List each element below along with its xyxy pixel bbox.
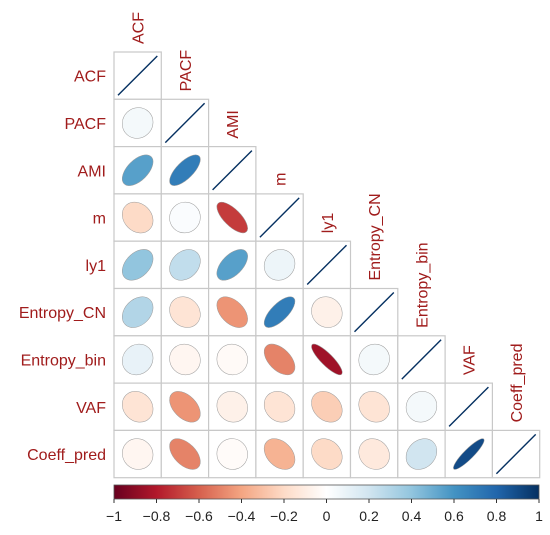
colorbar-tick-label: 1 xyxy=(535,508,543,524)
colorbar-tick-label: −0.2 xyxy=(270,508,298,524)
ellipse-Coeff_pred-AMI xyxy=(216,438,248,470)
ellipse-Entropy_CN-PACF xyxy=(169,296,201,328)
diag-mark-Entropy_bin xyxy=(401,339,442,380)
ellipse-ly1-m xyxy=(263,249,296,281)
ellipse-Coeff_pred-Entropy_bin xyxy=(405,438,438,470)
colorbar-tick-label: −0.4 xyxy=(228,508,256,524)
ellipse-Entropy_bin-ly1 xyxy=(311,343,343,376)
ellipse-Coeff_pred-Entropy_CN xyxy=(358,438,390,470)
ellipse-VAF-PACF xyxy=(169,391,201,423)
row-label-m: m xyxy=(93,211,106,228)
diag-mark-Coeff_pred xyxy=(495,433,537,475)
colorbar-tick-label: −1 xyxy=(106,508,122,524)
grid-cell-Coeff_pred-ly1 xyxy=(302,429,352,479)
row-label-Entropy_bin: Entropy_bin xyxy=(21,352,106,369)
colorbar-tick-label: −0.6 xyxy=(185,508,213,524)
ellipse-Coeff_pred-ly1 xyxy=(311,438,343,470)
ellipse-AMI-PACF xyxy=(169,154,201,186)
grid-cell-ly1-m xyxy=(255,240,304,290)
ellipse-VAF-Entropy_bin xyxy=(405,391,438,423)
ellipse-VAF-ly1 xyxy=(311,391,343,423)
ellipse-PACF-ACF xyxy=(122,107,154,139)
col-label-AMI: AMI xyxy=(225,110,242,138)
row-label-ly1: ly1 xyxy=(86,258,107,275)
col-label-ACF: ACF xyxy=(131,12,148,44)
ellipse-m-ACF xyxy=(122,201,154,234)
ellipse-m-PACF xyxy=(169,201,201,234)
col-label-Coeff_pred: Coeff_pred xyxy=(509,344,526,423)
col-label-m: m xyxy=(273,173,290,186)
ellipse-Entropy_bin-ACF xyxy=(122,343,154,376)
diag-mark-Entropy_CN xyxy=(354,292,395,333)
diag-mark-PACF xyxy=(164,102,206,144)
row-label-ACF: ACF xyxy=(74,69,106,86)
row-label-PACF: PACF xyxy=(65,116,107,133)
correlation-marks xyxy=(117,55,537,475)
colorbar-tick-label: 0.6 xyxy=(444,508,464,524)
col-label-PACF: PACF xyxy=(178,50,195,92)
diag-mark-m xyxy=(259,197,300,238)
row-label-AMI: AMI xyxy=(78,163,106,180)
ellipse-Entropy_bin-AMI xyxy=(216,343,248,376)
ellipse-VAF-Entropy_CN xyxy=(358,391,390,423)
col-label-ly1: ly1 xyxy=(320,213,337,234)
colorbar xyxy=(113,484,540,500)
diag-mark-ACF xyxy=(117,55,158,96)
colorbar-tick-label: 0.4 xyxy=(402,508,422,524)
ellipse-Coeff_pred-m xyxy=(263,438,296,470)
ellipse-VAF-ACF xyxy=(122,391,154,423)
diag-mark-ly1 xyxy=(306,244,347,285)
row-label-VAF: VAF xyxy=(76,400,106,417)
ellipse-Entropy_CN-AMI xyxy=(216,296,248,328)
ellipse-Entropy_bin-m xyxy=(263,343,296,376)
colorbar-tick-label: 0.2 xyxy=(359,508,379,524)
ellipse-Entropy_CN-m xyxy=(263,296,296,328)
row-label-Entropy_CN: Entropy_CN xyxy=(19,305,106,322)
ellipse-Coeff_pred-PACF xyxy=(169,438,201,470)
ellipse-Coeff_pred-ACF xyxy=(122,438,154,470)
row-label-Coeff_pred: Coeff_pred xyxy=(27,447,106,464)
ellipse-Entropy_bin-PACF xyxy=(169,343,201,376)
col-label-Entropy_bin: Entropy_bin xyxy=(414,242,431,327)
col-label-Entropy_CN: Entropy_CN xyxy=(367,193,384,280)
ellipse-VAF-AMI xyxy=(216,391,248,423)
ellipse-ly1-PACF xyxy=(169,249,201,281)
ellipse-Entropy_bin-Entropy_CN xyxy=(358,343,390,376)
ellipse-ly1-ACF xyxy=(122,249,154,281)
diag-mark-AMI xyxy=(212,150,253,191)
ellipse-Entropy_CN-ly1 xyxy=(311,296,343,328)
ellipse-Coeff_pred-VAF xyxy=(453,438,485,470)
colorbar-tick-label: 0.8 xyxy=(487,508,507,524)
grid-cell-Entropy_bin-ACF xyxy=(113,335,162,384)
colorbar-tick-label: −0.8 xyxy=(143,508,171,524)
grid-cell-m-PACF xyxy=(160,193,210,242)
diag-mark-VAF xyxy=(448,386,489,427)
ellipse-AMI-ACF xyxy=(122,154,154,186)
col-label-VAF: VAF xyxy=(462,345,479,375)
colorbar-tick-label: 0 xyxy=(323,508,331,524)
ellipse-Entropy_CN-ACF xyxy=(122,296,154,328)
ellipse-m-AMI xyxy=(216,201,248,234)
ellipse-VAF-m xyxy=(263,391,296,423)
